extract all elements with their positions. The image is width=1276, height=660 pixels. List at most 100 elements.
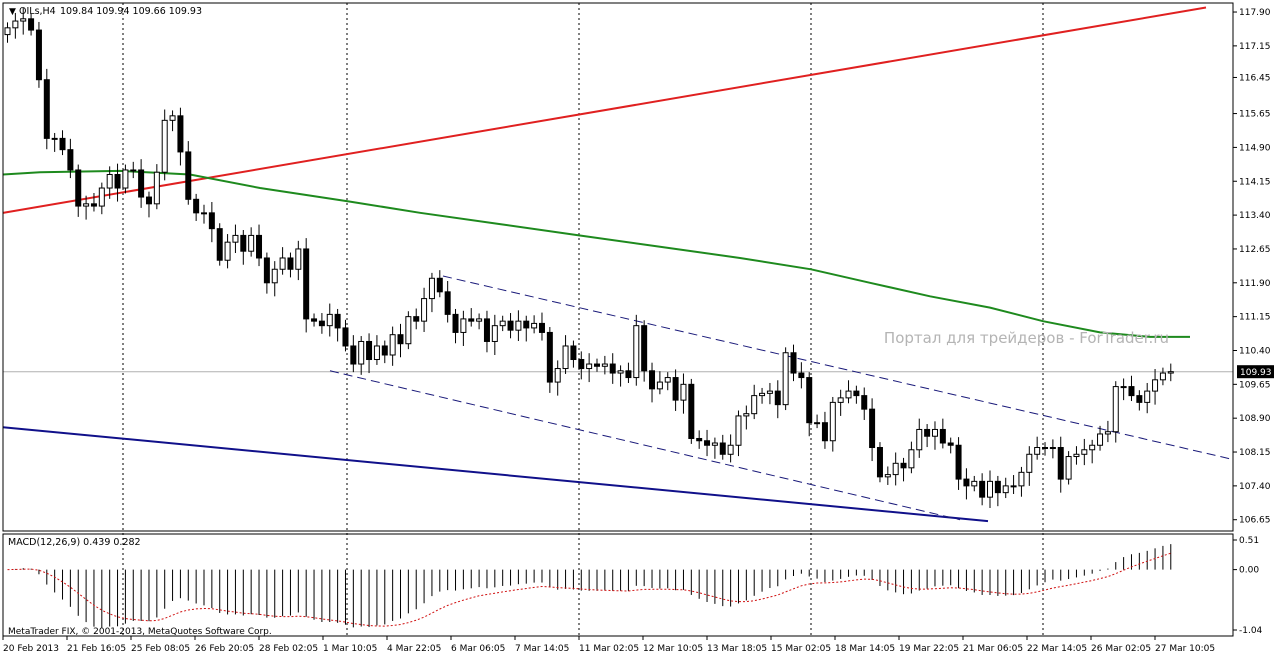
candle [177,107,184,166]
candle [562,335,569,374]
candle-body-bull [499,320,506,327]
candle-body-bull [1034,447,1041,455]
candle [1120,378,1127,401]
candle-body-bull [1018,471,1025,487]
candle [515,310,522,342]
candle-body-bull [916,428,923,451]
price-tick-label: 106.65 [1239,516,1271,526]
macd-tick-label: 0.00 [1239,566,1259,576]
candle [672,369,679,411]
candle [766,382,773,405]
candle [153,164,160,210]
price-tick-label: 107.40 [1239,482,1271,492]
candle [798,362,805,389]
candle-body-bull [837,397,844,403]
candle [908,441,915,474]
candle-body-bull [51,137,58,140]
candle-body-bear [468,318,475,322]
candle-body-bear [138,169,145,198]
candle [774,380,781,419]
candle [491,314,498,355]
candle-body-bear [483,318,490,342]
candle [641,320,648,382]
candle-body-bull [987,480,993,498]
candle-body-bull [1097,433,1104,446]
candle-body-bull [358,340,365,365]
candle [531,315,538,334]
candle-body-bear [719,442,726,455]
candle [413,308,420,330]
candle [98,182,105,215]
candle [421,287,428,332]
candle-body-bull [491,325,498,342]
candle-body-bull [224,241,231,261]
candle-body-bear [444,291,451,315]
candle-body-bear [1057,447,1064,480]
price-tick-label: 113.40 [1239,211,1271,221]
price-tick-label: 114.15 [1239,177,1271,187]
candle-body-bear [35,29,42,81]
price-tick-label: 117.90 [1239,8,1271,18]
candle-body-bull [83,203,90,207]
candle-body-bear [609,363,616,374]
candle [656,371,663,395]
candle-body-bull [106,173,113,189]
candle-body-bear [798,372,805,379]
candle-body-bull [1152,379,1159,392]
candle [680,373,687,414]
price-tick-label: 108.90 [1239,414,1271,424]
candle-body-bear [696,437,703,442]
candle [554,360,561,396]
candle [931,421,938,450]
candle [1104,420,1111,443]
time-tick-label: 19 Mar 22:05 [899,644,959,654]
candle [1112,381,1119,443]
candle-body-bull [405,316,412,345]
candle-body-bear [507,320,514,331]
candle [1152,368,1159,405]
candle [1128,375,1135,402]
candle-body-bear [67,149,74,171]
candle-body-bull [554,368,561,383]
candle [814,414,821,429]
candle-body-bull [248,234,255,252]
candle [452,308,459,344]
candle-body-bear [334,313,341,329]
candle [696,430,703,449]
candle [90,192,97,212]
candle-body-bear [318,320,325,327]
candle [711,437,718,459]
candle [224,234,231,269]
candle-body-bull [1159,372,1166,381]
candle [523,315,530,342]
candle-body-bull [326,313,333,327]
copyright-text: MetaTrader FIX, © 2001-2013, MetaQuotes … [8,627,272,637]
candle [122,164,129,194]
channel-upper-line [442,275,1231,460]
candle [271,261,278,297]
candle [1002,477,1009,499]
candle [138,159,145,208]
candle [1159,367,1166,386]
candle-body-bull [515,320,522,331]
candle [240,229,247,265]
candle [1057,436,1064,493]
time-tick-label: 7 Mar 14:05 [515,644,569,654]
symbol-dropdown-icon[interactable]: ▼ [9,7,16,17]
time-tick-label: 27 Mar 10:05 [1155,644,1215,654]
candle-body-bull [12,20,19,29]
candle [381,340,388,364]
candle-body-bear [546,331,553,383]
time-tick-label: 28 Feb 02:05 [259,644,318,654]
candle [185,141,192,205]
candle [594,358,600,372]
candle [366,333,373,374]
candle-body-bear [90,203,97,207]
candle [790,344,797,382]
red-trendline [2,6,1207,214]
candle-body-bear [256,234,263,259]
candle [727,434,734,463]
candle [279,247,286,275]
